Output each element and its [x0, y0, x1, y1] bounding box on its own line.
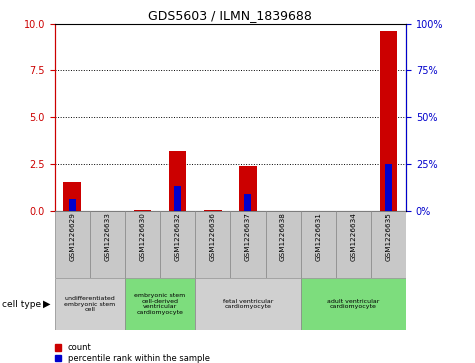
Text: GSM1226638: GSM1226638 [280, 213, 286, 261]
Bar [204, 209, 221, 211]
Text: GSM1226629: GSM1226629 [69, 213, 75, 261]
Bar [174, 186, 181, 211]
Text: GSM1226631: GSM1226631 [315, 213, 321, 261]
Text: GSM1226632: GSM1226632 [175, 213, 180, 261]
Bar [55, 211, 90, 278]
Bar [301, 278, 406, 330]
Legend: count, percentile rank within the sample: count, percentile rank within the sample [55, 343, 210, 363]
Text: GSM1226630: GSM1226630 [140, 213, 145, 261]
Title: GDS5603 / ILMN_1839688: GDS5603 / ILMN_1839688 [148, 9, 313, 23]
Bar [195, 278, 301, 330]
Text: ▶: ▶ [43, 299, 50, 309]
Bar [371, 211, 406, 278]
Bar [301, 211, 336, 278]
Text: undifferentiated
embryonic stem
cell: undifferentiated embryonic stem cell [64, 296, 115, 312]
Bar [55, 278, 125, 330]
Text: GSM1226633: GSM1226633 [104, 213, 110, 261]
Bar [266, 211, 301, 278]
Bar [134, 209, 151, 211]
Bar [63, 183, 81, 211]
Text: GSM1226637: GSM1226637 [245, 213, 251, 261]
Bar [125, 278, 195, 330]
Text: GSM1226636: GSM1226636 [210, 213, 216, 261]
Bar [195, 211, 230, 278]
Bar [336, 211, 371, 278]
Text: adult ventricular
cardiomyocyte: adult ventricular cardiomyocyte [327, 299, 380, 309]
Bar [239, 166, 256, 211]
Text: fetal ventricular
cardiomyocyte: fetal ventricular cardiomyocyte [223, 299, 273, 309]
Bar [69, 199, 76, 211]
Bar [230, 211, 266, 278]
Text: GSM1226634: GSM1226634 [351, 213, 356, 261]
Bar [245, 194, 251, 211]
Text: embryonic stem
cell-derived
ventricular
cardiomyocyte: embryonic stem cell-derived ventricular … [134, 293, 186, 315]
Bar [160, 211, 195, 278]
Bar [169, 151, 186, 211]
Bar [125, 211, 160, 278]
Text: cell type: cell type [2, 299, 41, 309]
Bar [385, 164, 392, 211]
Bar [90, 211, 125, 278]
Bar [380, 31, 397, 211]
Text: GSM1226635: GSM1226635 [386, 213, 391, 261]
